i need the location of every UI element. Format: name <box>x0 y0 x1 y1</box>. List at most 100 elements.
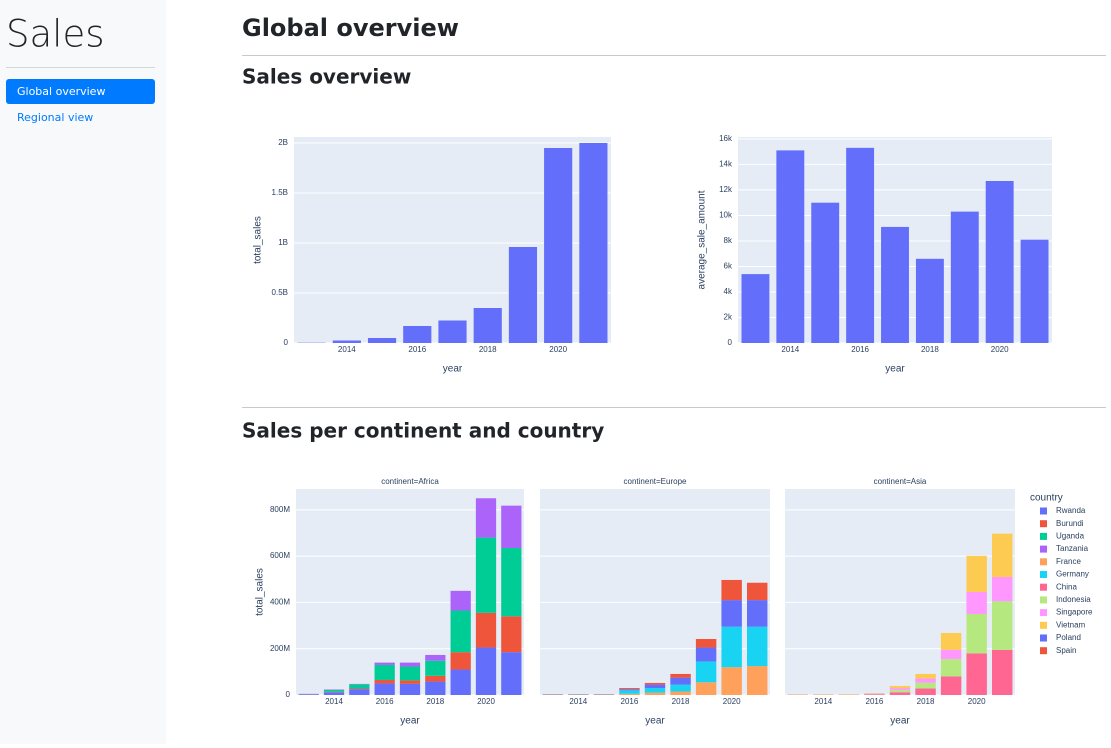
bar-segment <box>915 674 935 679</box>
bar-segment <box>400 667 420 681</box>
bar-segment <box>375 663 395 665</box>
bar-segment <box>696 648 716 662</box>
legend-swatch <box>1040 571 1047 578</box>
bar-segment <box>864 694 884 695</box>
y-tick-label: 0 <box>286 690 291 699</box>
bar-segment <box>619 688 639 689</box>
bar-segment <box>747 600 767 627</box>
bar-segment <box>941 650 961 659</box>
legend-swatch <box>1040 533 1047 540</box>
bar-segment <box>992 650 1012 695</box>
y-tick-label: 1B <box>278 238 288 247</box>
x-tick-label: 2018 <box>479 345 497 354</box>
bar <box>438 321 466 344</box>
y-axis-title: average_sale_amount <box>697 190 708 289</box>
y-tick-label: 16k <box>719 134 733 143</box>
sidebar-title: Sales <box>6 13 104 56</box>
x-tick-label: 2018 <box>917 697 935 706</box>
bar <box>368 338 396 343</box>
facet-title: continent=Asia <box>874 477 927 486</box>
bar-segment <box>890 690 910 692</box>
legend-label: France <box>1056 557 1081 566</box>
y-tick-label: 200M <box>270 644 290 653</box>
bar <box>474 308 502 343</box>
bar-segment <box>890 688 910 690</box>
section-title: Sales overview <box>242 65 411 89</box>
bar-segment <box>696 682 716 695</box>
bar <box>741 274 769 343</box>
bar-segment <box>349 689 369 695</box>
y-tick-label: 0 <box>284 338 289 347</box>
bar-segment <box>992 577 1012 601</box>
bar-segment <box>349 684 369 688</box>
legend-swatch <box>1040 635 1047 642</box>
bar <box>846 148 874 343</box>
x-tick-label: 2018 <box>672 697 690 706</box>
legend-label: Burundi <box>1056 519 1084 528</box>
legend-label: Tanzania <box>1056 544 1089 553</box>
legend-label: Germany <box>1056 570 1089 579</box>
bar-segment <box>721 627 741 668</box>
bar <box>951 212 979 343</box>
bar-segment <box>670 685 690 692</box>
x-tick-label: 2018 <box>426 697 444 706</box>
y-tick-label: 10k <box>719 211 733 220</box>
legend-swatch <box>1040 584 1047 591</box>
x-tick-label: 2016 <box>851 345 869 354</box>
y-tick-label: 0.5B <box>272 288 288 297</box>
facet-title: continent=Africa <box>381 477 439 486</box>
x-tick-label: 2014 <box>569 697 587 706</box>
legend-swatch <box>1040 520 1047 527</box>
legend-label: Rwanda <box>1056 506 1086 515</box>
legend-label: Vietnam <box>1056 620 1086 629</box>
y-tick-label: 2k <box>724 313 733 322</box>
y-axis-title: total_sales <box>253 216 264 264</box>
y-tick-label: 14k <box>719 160 733 169</box>
bar-segment <box>645 683 665 685</box>
bar-segment <box>501 506 521 548</box>
bar <box>986 181 1014 343</box>
bar-segment <box>966 653 986 695</box>
legend-label: Indonesia <box>1056 595 1091 604</box>
bar <box>333 341 361 344</box>
page-title: Global overview <box>242 14 459 42</box>
bar <box>579 143 607 343</box>
legend-swatch <box>1040 596 1047 603</box>
nav-item[interactable]: Regional view <box>17 111 93 124</box>
bar-segment <box>915 683 935 689</box>
legend-label: Poland <box>1056 633 1081 642</box>
bar-segment <box>451 652 471 669</box>
bar-segment <box>619 689 639 690</box>
y-tick-label: 2B <box>278 138 288 147</box>
bar-segment <box>721 667 741 695</box>
bar-segment <box>645 685 665 688</box>
x-axis-title: year <box>645 716 665 727</box>
bar-segment <box>451 670 471 695</box>
bar-segment <box>425 676 445 682</box>
bar-segment <box>941 659 961 676</box>
nav-item[interactable]: Global overview <box>17 85 105 98</box>
bar-segment <box>747 627 767 666</box>
legend-label: Spain <box>1056 646 1076 655</box>
bar-segment <box>425 655 445 661</box>
bar-segment <box>425 682 445 695</box>
facet-title: continent=Europe <box>624 477 687 486</box>
bar-segment <box>890 686 910 688</box>
x-tick-label: 2016 <box>408 345 426 354</box>
legend-swatch <box>1040 647 1047 654</box>
bar-segment <box>501 616 521 652</box>
bar-segment <box>501 652 521 695</box>
bar-segment <box>375 665 395 680</box>
bar-segment <box>400 680 420 683</box>
section-title: Sales per continent and country <box>242 419 604 443</box>
y-axis-title: total_sales <box>255 568 266 616</box>
x-tick-label: 2018 <box>921 345 939 354</box>
bar-segment <box>375 683 395 695</box>
bar-segment <box>476 613 496 648</box>
bar-segment <box>747 666 767 695</box>
bar-segment <box>425 661 445 676</box>
bar-segment <box>915 689 935 695</box>
bar-segment <box>349 689 369 690</box>
bar-segment <box>721 580 741 600</box>
